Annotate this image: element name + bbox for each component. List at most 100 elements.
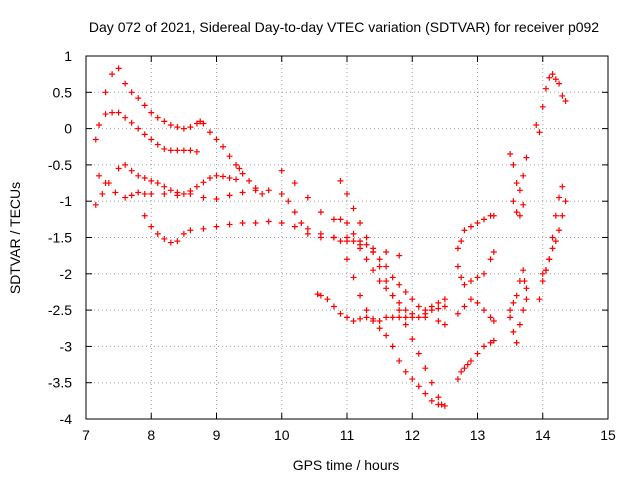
data-point [546, 256, 553, 263]
data-point [441, 321, 448, 328]
data-point [559, 183, 566, 190]
data-point [510, 161, 517, 168]
data-point [99, 190, 106, 197]
data-point [435, 317, 442, 324]
y-tick-label: 1 [64, 48, 72, 64]
x-tick-label: 7 [82, 427, 90, 443]
data-point [112, 189, 119, 196]
data-point [481, 307, 488, 314]
data-point [363, 307, 370, 314]
data-point [174, 238, 181, 245]
data-point [141, 131, 148, 138]
data-point [389, 343, 396, 350]
data-point [115, 165, 122, 172]
data-point [180, 230, 187, 237]
data-point [213, 223, 220, 230]
data-point [441, 402, 448, 409]
data-point [461, 303, 468, 310]
data-point [474, 299, 481, 306]
data-point [422, 310, 429, 317]
data-point [536, 129, 543, 136]
data-point [291, 223, 298, 230]
data-point [141, 190, 148, 197]
data-point [481, 216, 488, 223]
data-point [148, 136, 155, 143]
data-point [344, 314, 350, 321]
data-point [461, 227, 468, 234]
y-tick-label: -1 [60, 193, 73, 209]
data-point [226, 153, 233, 160]
data-point [109, 109, 116, 116]
data-point [330, 234, 337, 241]
data-point [516, 212, 523, 219]
data-point [383, 332, 390, 339]
data-point [161, 145, 168, 152]
data-point [161, 235, 168, 242]
data-point [441, 303, 448, 310]
data-point [376, 256, 383, 263]
series-track-7 [337, 177, 445, 408]
x-axis-label: GPS time / hours [293, 457, 400, 473]
series-track-14 [507, 296, 530, 346]
data-point [180, 147, 187, 154]
data-point [552, 76, 559, 83]
data-point [516, 187, 523, 194]
data-point [304, 230, 311, 237]
data-point [141, 174, 148, 181]
data-point [543, 85, 550, 92]
data-point [324, 296, 331, 303]
data-point [415, 350, 422, 357]
series-track-10 [454, 337, 497, 383]
data-point [370, 249, 377, 256]
data-point [441, 296, 448, 303]
data-point [206, 174, 213, 181]
data-point [102, 111, 109, 118]
data-point [115, 65, 122, 72]
data-point [161, 183, 168, 190]
data-point [187, 124, 194, 131]
y-tick-label: -0.5 [48, 157, 72, 173]
data-point [422, 390, 429, 397]
data-point [415, 314, 422, 321]
data-point [402, 307, 409, 314]
axis-ticks: 7 8 9 10 11 12 13 14 15-4-3.5-3-2.5-2-1.5-1-0.50… [48, 48, 616, 443]
data-point [200, 179, 207, 186]
data-point [383, 314, 390, 321]
series-track-18 [533, 71, 569, 136]
x-tick-label: 10 [274, 427, 290, 443]
data-point [539, 270, 546, 277]
data-point [520, 172, 527, 179]
data-point [383, 285, 390, 292]
data-point [115, 109, 122, 116]
data-point [174, 124, 181, 131]
data-point [376, 317, 383, 324]
data-point [122, 80, 129, 87]
data-point [396, 281, 403, 288]
series-track-2 [92, 109, 200, 155]
data-point [233, 161, 240, 168]
data-point [291, 209, 298, 216]
data-point [516, 321, 523, 328]
data-point [520, 267, 527, 274]
series-track-9 [337, 238, 448, 409]
data-point [490, 212, 497, 219]
data-point [383, 263, 390, 270]
data-point [467, 278, 474, 285]
data-point [161, 190, 168, 197]
data-point [513, 292, 520, 299]
data-point [193, 148, 200, 155]
data-point [481, 270, 488, 277]
y-tick-label: -2 [60, 266, 73, 282]
data-point [389, 292, 396, 299]
data-point [135, 95, 142, 102]
y-tick-label: -1.5 [48, 230, 72, 246]
data-point [174, 147, 181, 154]
data-point [304, 225, 311, 232]
data-point [213, 196, 220, 203]
data-point [128, 89, 135, 96]
data-point [213, 136, 220, 143]
data-point [428, 379, 435, 386]
data-point [562, 98, 569, 105]
data-point [344, 234, 350, 241]
data-point [458, 238, 465, 245]
